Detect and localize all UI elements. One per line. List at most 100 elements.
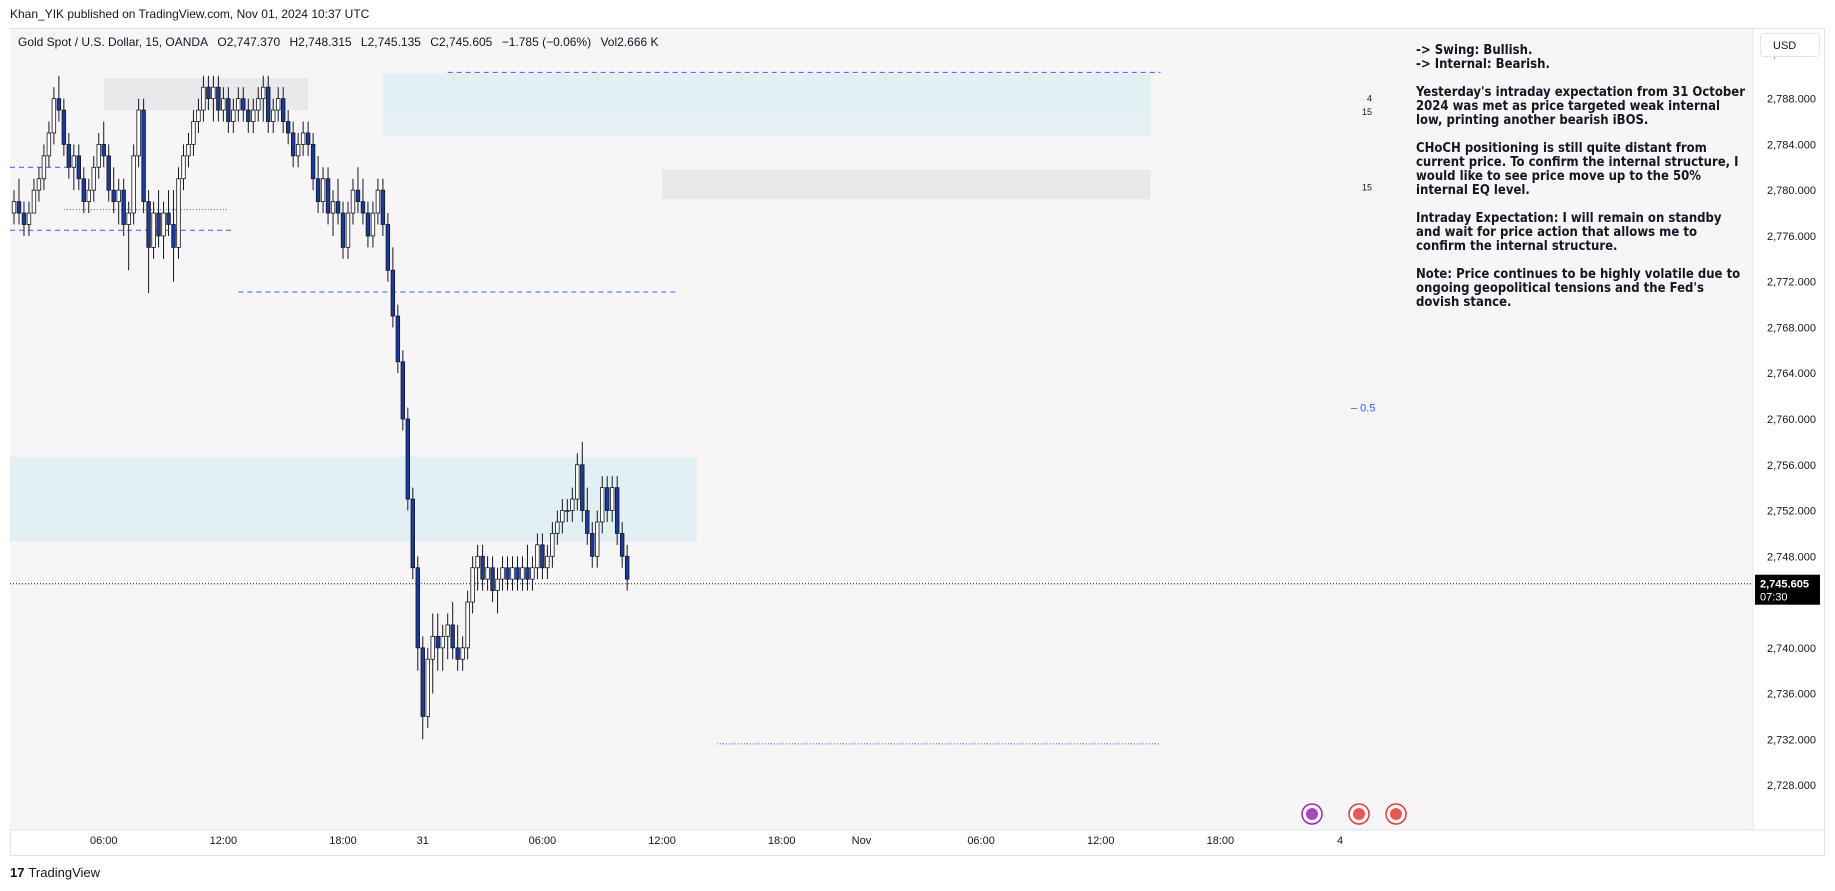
candle-body — [221, 98, 226, 111]
candle-body — [61, 109, 67, 145]
candle-body — [435, 635, 440, 649]
legend-symbol[interactable]: Gold Spot / U.S. Dollar, 15, OANDA — [18, 35, 209, 49]
candle-body — [146, 201, 151, 248]
candle-body — [345, 212, 351, 248]
candle-body — [350, 189, 356, 214]
y-tick-label: 2,768.000 — [1767, 322, 1816, 334]
candle-body — [21, 212, 27, 225]
zone-blue — [382, 114, 1151, 136]
candle-body — [360, 201, 366, 214]
candle-body — [330, 201, 336, 214]
tradingview-brand[interactable]: 17 TradingView — [10, 865, 100, 880]
candle-body — [390, 269, 396, 317]
zone-gray — [103, 78, 309, 111]
candle-body — [251, 109, 256, 122]
legend-open: O2,747.370 — [217, 35, 281, 49]
x-tick-label: 18:00 — [1207, 835, 1235, 847]
currency-selector[interactable]: USD — [1760, 33, 1820, 57]
candle-body — [505, 567, 510, 580]
y-tick-label: 2,752.000 — [1767, 506, 1816, 518]
zone-gray — [662, 169, 1151, 200]
candle-body — [116, 189, 121, 203]
candle-body — [171, 224, 176, 248]
candle-body — [385, 224, 391, 271]
candle-body — [560, 510, 565, 523]
candle-body — [500, 567, 505, 580]
legend-close: C2,745.605 — [430, 35, 493, 49]
x-tick-label: 06:00 — [90, 835, 118, 847]
y-tick-label: 2,732.000 — [1767, 734, 1816, 746]
candle-body — [475, 555, 480, 569]
candle-body — [570, 498, 575, 511]
candle-body — [271, 109, 276, 122]
y-tick-label: 2,780.000 — [1767, 185, 1816, 197]
candle-body — [590, 533, 595, 557]
candle-body — [580, 464, 585, 511]
candle-body — [624, 555, 630, 580]
note-bias: -> Swing: Bullish. -> Internal: Bearish. — [1416, 43, 1550, 72]
current-price-tag — [1755, 574, 1820, 605]
candle-body — [51, 98, 57, 134]
candle-body — [614, 487, 620, 534]
x-tick-label: 12:00 — [1087, 835, 1115, 847]
x-tick-label: Nov — [852, 835, 872, 847]
candle-body — [305, 132, 311, 145]
candle-body — [121, 189, 126, 225]
candle-body — [31, 189, 37, 214]
note-intraday: Intraday Expectation: I will remain on s… — [1416, 211, 1722, 254]
x-tick-label: 31 — [417, 835, 429, 847]
legend-volume: Vol2.666 K — [600, 35, 659, 49]
candle-body — [246, 109, 251, 122]
candle-body — [495, 578, 500, 592]
candle-body — [490, 567, 495, 592]
candle-body — [236, 98, 241, 111]
legend-high: H2,748.315 — [289, 35, 352, 49]
candle-body — [465, 601, 470, 649]
y-tick-label: 2,784.000 — [1767, 139, 1816, 151]
candle-body — [295, 144, 301, 157]
candle-body — [56, 98, 62, 111]
x-tick-label: 06:00 — [529, 835, 557, 847]
candle-body — [380, 189, 386, 225]
note-yesterday: Yesterday's intraday expectation from 31… — [1416, 85, 1746, 128]
candle-body — [300, 132, 306, 145]
candle-body — [540, 544, 545, 569]
candle-body — [11, 201, 17, 214]
candle-body — [216, 86, 221, 111]
y-tick-label: 2,728.000 — [1767, 780, 1816, 792]
candle-body — [335, 201, 341, 214]
candle-body — [186, 144, 191, 157]
candle-body — [141, 109, 146, 203]
candle-body — [550, 533, 555, 557]
candle-body — [410, 498, 415, 569]
candle-body — [71, 155, 77, 168]
candle-body — [530, 567, 535, 580]
candle-body — [555, 521, 560, 534]
candle-body — [26, 212, 32, 225]
candle-body — [166, 212, 171, 225]
event-icon-core — [1390, 808, 1402, 820]
candle-body — [610, 487, 615, 511]
candle-body — [600, 487, 605, 523]
publisher-line: Khan_YIK published on TradingView.com, N… — [10, 7, 370, 21]
candle-body — [450, 624, 455, 649]
candle-body — [46, 132, 52, 157]
x-tick-label: 4 — [1337, 835, 1343, 847]
candle-body — [325, 178, 331, 214]
x-tick-label: 18:00 — [768, 835, 796, 847]
candle-body — [191, 121, 196, 145]
candle-body — [445, 624, 450, 637]
candle-body — [206, 86, 211, 100]
candle-body — [415, 567, 420, 649]
candle-body — [470, 567, 475, 603]
candle-body — [196, 109, 201, 122]
x-tick-label: 18:00 — [329, 835, 357, 847]
event-icon-core — [1306, 808, 1318, 820]
candle-body — [420, 647, 425, 717]
candle-body — [365, 212, 371, 237]
candle-body — [16, 201, 22, 214]
candle-body — [156, 212, 161, 237]
candle-body — [430, 635, 435, 660]
x-tick-label: 12:00 — [648, 835, 676, 847]
